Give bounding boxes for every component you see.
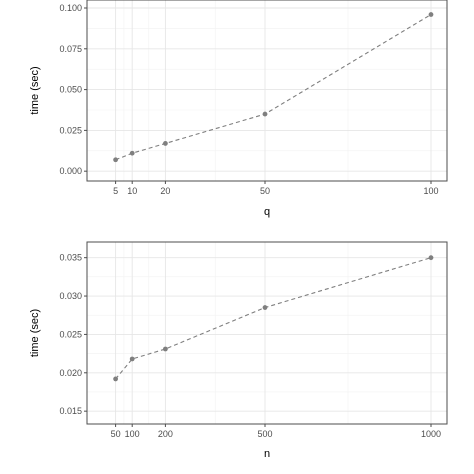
data-point (113, 157, 118, 163)
y-tick-label: 0.000 (59, 166, 82, 176)
x-tick-label: 50 (260, 186, 270, 196)
y-tick-label: 0.020 (59, 368, 82, 378)
x-tick-label: 500 (257, 429, 272, 439)
data-point (163, 346, 168, 352)
data-point (428, 255, 434, 261)
x-tick-label: 200 (158, 429, 173, 439)
x-tick-label: 20 (160, 186, 170, 196)
x-tick-label: 100 (125, 429, 140, 439)
plot-background (87, 242, 447, 424)
y-tick-label: 0.025 (59, 329, 82, 339)
y-tick-label: 0.075 (59, 44, 82, 54)
plot-background (87, 0, 447, 181)
x-tick-label: 100 (423, 186, 438, 196)
panel-border (86, 241, 448, 425)
data-point (428, 12, 434, 17)
y-tick-label: 0.050 (59, 85, 82, 95)
data-point (113, 376, 118, 382)
series-line (115, 257, 432, 380)
data-point (262, 305, 268, 310)
data-point (129, 356, 135, 362)
y-axis-title: time (sec) (29, 309, 41, 357)
y-tick-label: 0.015 (59, 406, 82, 416)
y-tick-label: 0.035 (59, 253, 82, 263)
y-tick-label: 0.025 (59, 125, 82, 135)
data-point (163, 141, 168, 146)
x-axis-title: q (264, 206, 270, 218)
chart-panel-1: 0.000 0.025 0.050 0.075 0.100 5 10 20 50 100 q time… (29, 0, 448, 218)
x-tick-label: 50 (111, 429, 121, 439)
chart-panel-2: 0.015 0.020 0.025 0.030 0.035 50 100 200 500 1000… (29, 241, 448, 460)
data-point (129, 150, 135, 156)
panel-border (86, 0, 448, 182)
x-tick-label: 1000 (421, 429, 441, 439)
x-axis-title: n (264, 448, 270, 460)
x-tick-label: 10 (127, 186, 137, 196)
x-tick-label: 5 (113, 186, 118, 196)
y-tick-label: 0.030 (59, 291, 82, 301)
y-tick-label: 0.100 (59, 3, 82, 13)
y-axis-title: time (sec) (29, 66, 41, 114)
data-point (262, 111, 268, 117)
